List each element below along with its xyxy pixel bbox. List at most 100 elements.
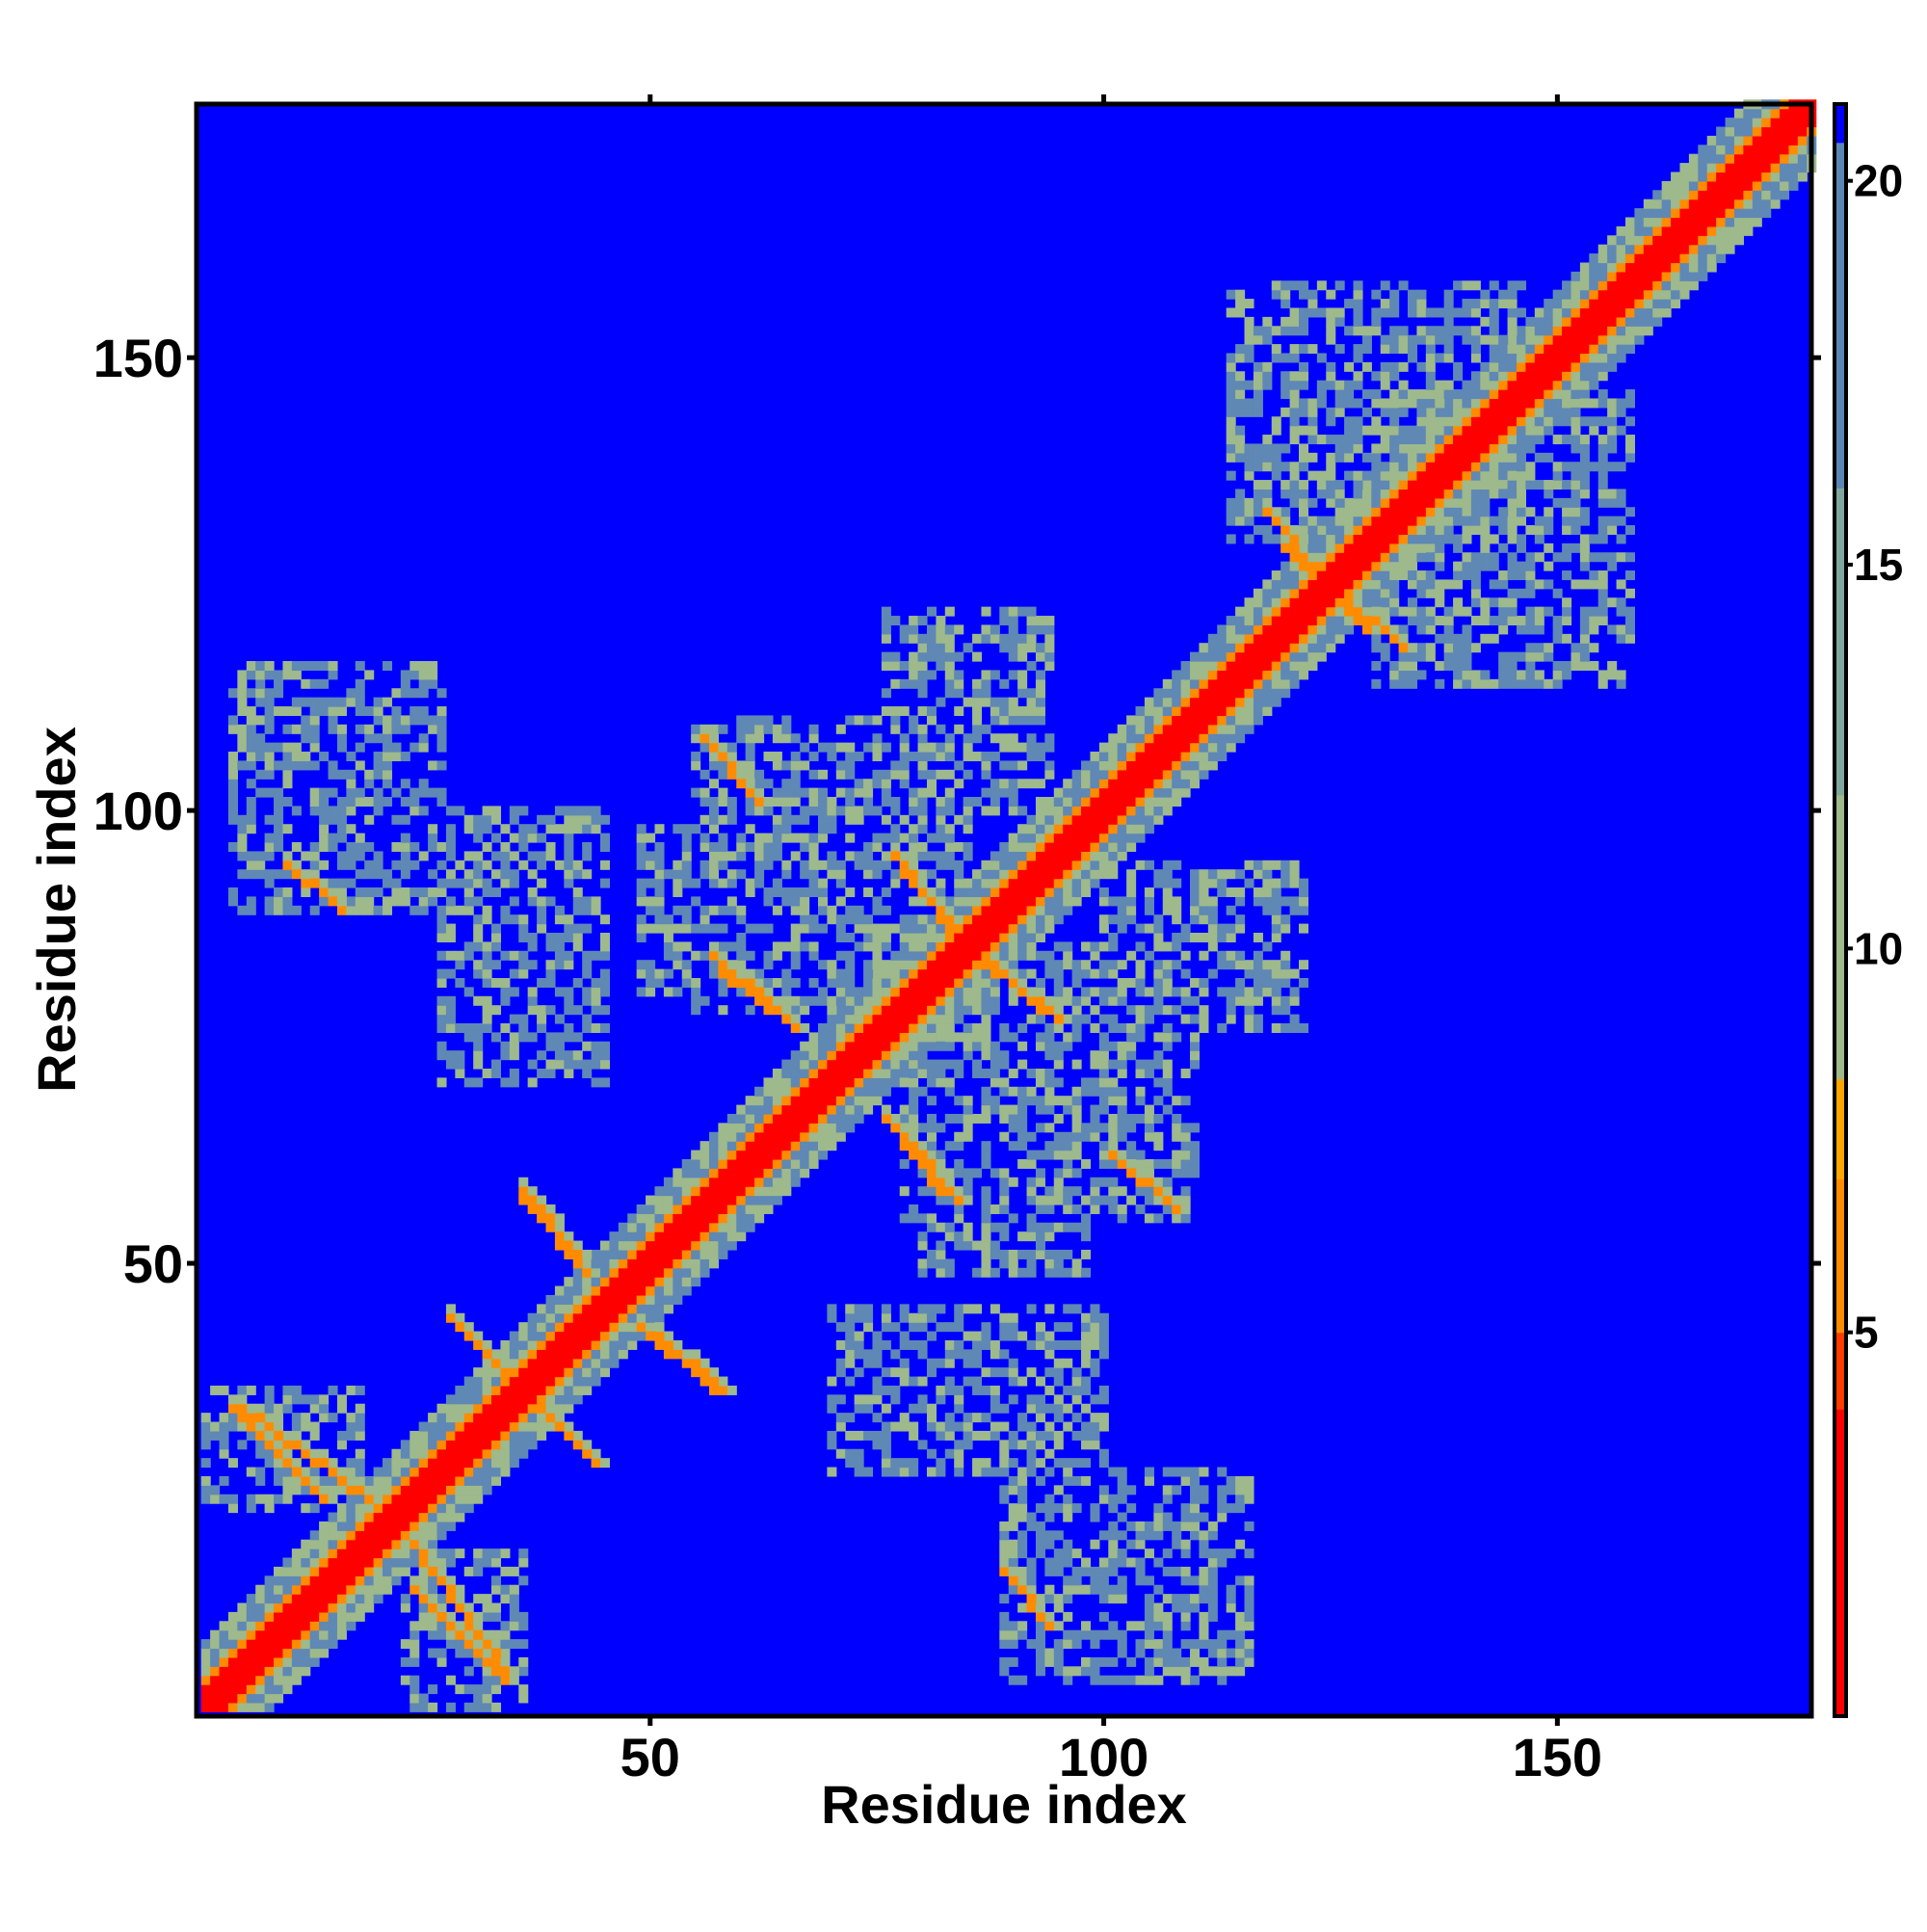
- heatmap-cell: [237, 814, 248, 825]
- heatmap-cell: [835, 1041, 846, 1051]
- heatmap-cell: [1035, 851, 1045, 861]
- heatmap-cell: [1081, 1349, 1092, 1360]
- heatmap-cell: [282, 1403, 293, 1414]
- heatmap-cell: [817, 797, 828, 807]
- heatmap-cell: [436, 1530, 447, 1541]
- heatmap-cell: [1035, 905, 1045, 915]
- heatmap-cell: [1153, 1177, 1164, 1187]
- heatmap-cell: [1081, 1077, 1092, 1088]
- heatmap-cell: [944, 1086, 955, 1097]
- heatmap-cell: [1071, 1096, 1082, 1106]
- heatmap-cell: [1480, 452, 1491, 463]
- heatmap-cell: [264, 787, 275, 798]
- heatmap-cell: [1017, 1249, 1028, 1259]
- heatmap-cell: [301, 752, 311, 762]
- heatmap-cell: [1090, 779, 1100, 789]
- heatmap-cell: [808, 869, 819, 880]
- heatmap-cell: [1098, 1123, 1109, 1133]
- heatmap-cell: [1235, 1485, 1246, 1495]
- heatmap-cell: [981, 923, 991, 934]
- heatmap-cell: [591, 1249, 601, 1259]
- heatmap-cell: [1172, 787, 1182, 798]
- heatmap-cell: [673, 1204, 683, 1214]
- heatmap-cell: [827, 968, 837, 979]
- heatmap-cell: [1480, 361, 1491, 372]
- heatmap-cell: [718, 1123, 728, 1133]
- heatmap-cell: [1289, 570, 1300, 581]
- heatmap-cell: [409, 887, 420, 897]
- heatmap-cell: [981, 1150, 991, 1160]
- heatmap-cell: [1743, 145, 1754, 155]
- heatmap-cell: [754, 1158, 765, 1169]
- heatmap-cell: [1044, 1204, 1055, 1214]
- heatmap-cell: [1344, 606, 1355, 617]
- heatmap-cell: [1044, 1195, 1055, 1205]
- heatmap-cell: [1316, 525, 1327, 536]
- heatmap-cell: [301, 1656, 311, 1667]
- heatmap-cell: [1071, 833, 1082, 843]
- heatmap-cell: [582, 995, 593, 1006]
- heatmap-cell: [618, 1331, 628, 1341]
- heatmap-cell: [1217, 715, 1227, 726]
- heatmap-cell: [1044, 1503, 1055, 1514]
- heatmap-cell: [1688, 180, 1699, 191]
- heatmap-cell: [491, 814, 502, 825]
- heatmap-cell: [400, 1557, 410, 1568]
- heatmap-cell: [1679, 208, 1690, 219]
- heatmap-cell: [500, 1584, 511, 1595]
- heatmap-cell: [1253, 616, 1263, 626]
- heatmap-cell: [691, 760, 701, 771]
- heatmap-cell: [1063, 1666, 1073, 1677]
- heatmap-cell: [355, 1539, 365, 1549]
- heatmap-cell: [663, 1186, 673, 1197]
- heatmap-cell: [291, 1666, 302, 1677]
- heatmap-cell: [373, 697, 383, 707]
- heatmap-cell: [827, 1403, 837, 1414]
- heatmap-cell: [1698, 217, 1708, 227]
- heatmap-cell: [282, 1648, 293, 1658]
- heatmap-cell: [881, 1440, 891, 1450]
- heatmap-cell: [1453, 425, 1464, 436]
- heatmap-cell: [1480, 462, 1491, 472]
- heatmap-cell: [1108, 1204, 1119, 1214]
- heatmap-cell: [1017, 1158, 1028, 1169]
- heatmap-cell: [364, 1539, 375, 1549]
- heatmap-cell: [800, 1068, 810, 1078]
- heatmap-cell: [237, 851, 248, 861]
- heatmap-cell: [691, 1186, 701, 1197]
- heatmap-cell: [1117, 1494, 1127, 1504]
- heatmap-cell: [673, 1222, 683, 1232]
- heatmap-cell: [482, 1413, 492, 1423]
- heatmap-cell: [1552, 416, 1563, 427]
- heatmap-cell: [1507, 334, 1518, 345]
- heatmap-cell: [827, 1312, 837, 1323]
- heatmap-cell: [1044, 887, 1055, 897]
- heatmap-cell: [944, 950, 955, 961]
- heatmap-cell: [1180, 1512, 1191, 1522]
- heatmap-cell: [527, 1077, 538, 1088]
- heatmap-cell: [1071, 814, 1082, 825]
- heatmap-cell: [944, 1339, 955, 1350]
- heatmap-cell: [373, 1566, 383, 1576]
- heatmap-cell: [409, 661, 420, 672]
- heatmap-cell: [1271, 697, 1281, 707]
- heatmap-cell: [591, 1041, 601, 1051]
- heatmap-cell: [328, 1557, 338, 1568]
- heatmap-cell: [863, 1312, 874, 1323]
- heatmap-cell: [763, 851, 774, 861]
- heatmap-cell: [1498, 470, 1509, 481]
- heatmap-cell: [654, 1186, 665, 1197]
- heatmap-cell: [445, 1494, 456, 1504]
- heatmap-cell: [1035, 1413, 1045, 1423]
- heatmap-cell: [954, 1394, 964, 1405]
- heatmap-cell: [564, 1005, 574, 1016]
- heatmap-cell: [963, 1186, 973, 1197]
- heatmap-cell: [1552, 307, 1563, 318]
- heatmap-cell: [817, 1050, 828, 1061]
- heatmap-cell: [845, 1059, 856, 1070]
- heatmap-cell: [763, 1150, 774, 1160]
- heatmap-cell: [1226, 724, 1236, 734]
- heatmap-cell: [600, 1059, 611, 1070]
- heatmap-cell: [872, 1022, 883, 1033]
- heatmap-cell: [418, 678, 429, 689]
